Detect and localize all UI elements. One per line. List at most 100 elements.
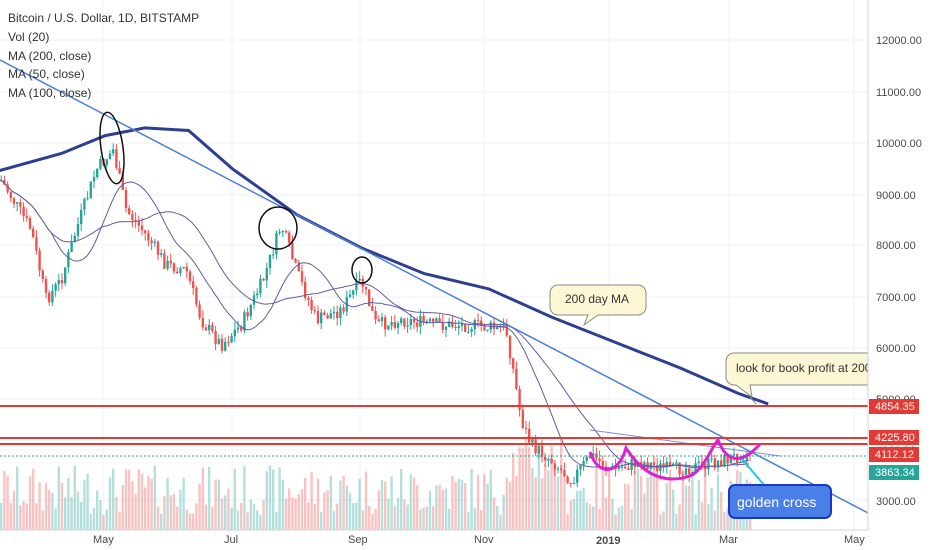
volume-bar [608, 471, 611, 530]
volume-bar [496, 506, 499, 530]
callout-golden-cross[interactable]: golden cross [728, 484, 832, 519]
candle-body [406, 325, 409, 327]
volume-bar [176, 506, 179, 530]
drawing-head-shoulders[interactable] [588, 437, 762, 481]
candle-body [553, 463, 556, 470]
volume-bar [92, 507, 96, 530]
candle-body [425, 321, 428, 323]
volume-bar [694, 514, 697, 530]
candle-body [147, 232, 150, 241]
price-tag-3863-text: 3863.34 [875, 467, 915, 479]
candle-body [710, 458, 713, 460]
candle-body [9, 191, 12, 199]
candle-body [272, 254, 275, 256]
y-tick-label: 3000.00 [876, 496, 916, 508]
indicator-ma-200[interactable]: MA (200, close) [8, 49, 91, 63]
volume-bar [352, 503, 355, 530]
drawing-circle-jul[interactable] [258, 206, 298, 250]
volume-bar [451, 475, 454, 530]
candle-body [92, 177, 96, 182]
candle-body [16, 202, 19, 204]
volume-bar [294, 498, 297, 530]
candle-body [656, 465, 659, 472]
volume-bar [486, 484, 489, 530]
callout-200-day-ma[interactable]: 200 day MA [549, 284, 647, 327]
volume-bar [368, 505, 371, 530]
drawing-circle-may[interactable] [96, 111, 128, 185]
volume-bar [278, 467, 281, 530]
candle-body [531, 439, 534, 443]
candle-body [64, 267, 67, 284]
candle-body [486, 329, 489, 331]
candle-body [236, 327, 240, 330]
volume-bar [649, 471, 652, 530]
callout-book-profit[interactable]: look for book profit at 200 [725, 352, 872, 405]
candle-body [569, 483, 572, 484]
candle-body [352, 290, 355, 295]
candle-body [652, 462, 656, 466]
candle-body [25, 216, 28, 218]
volume-bar [444, 488, 448, 530]
volume-bar [76, 491, 80, 530]
candle-body [224, 341, 227, 351]
indicator-vol[interactable]: Vol (20) [8, 30, 49, 44]
volume-bar [336, 503, 339, 530]
candle-body [598, 458, 601, 461]
volume-bar [704, 467, 707, 530]
candle-body [371, 306, 374, 311]
volume-bar [35, 503, 38, 530]
candle-body [412, 319, 416, 323]
volume-bar [553, 463, 556, 530]
volume-bar [243, 466, 246, 530]
volume-bar [3, 471, 6, 530]
volume-bar [54, 508, 57, 530]
volume-bar [252, 504, 256, 530]
candle-body [422, 316, 425, 323]
volume-bar [544, 464, 547, 530]
volume-bar [51, 493, 54, 530]
candle-body [348, 294, 352, 297]
candle-body [460, 323, 464, 327]
volume-bar [233, 468, 236, 530]
y-tick-label: 8000.00 [876, 240, 916, 252]
volume-bar [185, 509, 188, 530]
volume-bar [345, 485, 348, 530]
volume-bar [448, 508, 451, 530]
volume-bar [307, 502, 310, 530]
volume-bar [153, 465, 156, 530]
volume-bar [409, 474, 412, 530]
volume-bar [412, 477, 416, 530]
candle-body [153, 241, 156, 244]
volume-bar [99, 500, 102, 530]
volume-bar [112, 468, 115, 530]
candle-body [480, 320, 483, 326]
candle-body [723, 455, 726, 467]
volume-bar [358, 478, 361, 530]
candle-body [534, 439, 537, 454]
price-tag-4854-text: 4854.35 [875, 401, 915, 413]
candle-body [288, 232, 291, 243]
candle-body [304, 281, 307, 298]
candle-body [380, 317, 384, 322]
volume-bar [617, 507, 620, 530]
indicator-ma-50[interactable]: MA (50, close) [8, 67, 85, 81]
candle-body [60, 280, 64, 284]
candle-body [284, 231, 288, 233]
volume-bar [300, 489, 304, 530]
volume-bar [528, 447, 531, 530]
volume-bar [96, 490, 99, 530]
volume-bar [620, 505, 624, 530]
candle-body [249, 304, 252, 317]
volume-bar [668, 469, 672, 530]
indicator-ma-100[interactable]: MA (100, close) [8, 86, 91, 100]
candle-body [131, 214, 134, 220]
candle-body [99, 159, 102, 169]
time-axis[interactable]: May Jul Sep Nov 2019 Mar May [93, 534, 865, 547]
chart-legend[interactable]: Bitcoin / U.S. Dollar, 1D, BITSTAMP Vol … [8, 11, 199, 100]
candle-body [620, 466, 624, 468]
x-tick-label: Jul [224, 534, 238, 546]
volume-bar [320, 511, 323, 530]
drawing-circle-sep[interactable] [351, 256, 373, 284]
volume-bar [393, 506, 396, 530]
